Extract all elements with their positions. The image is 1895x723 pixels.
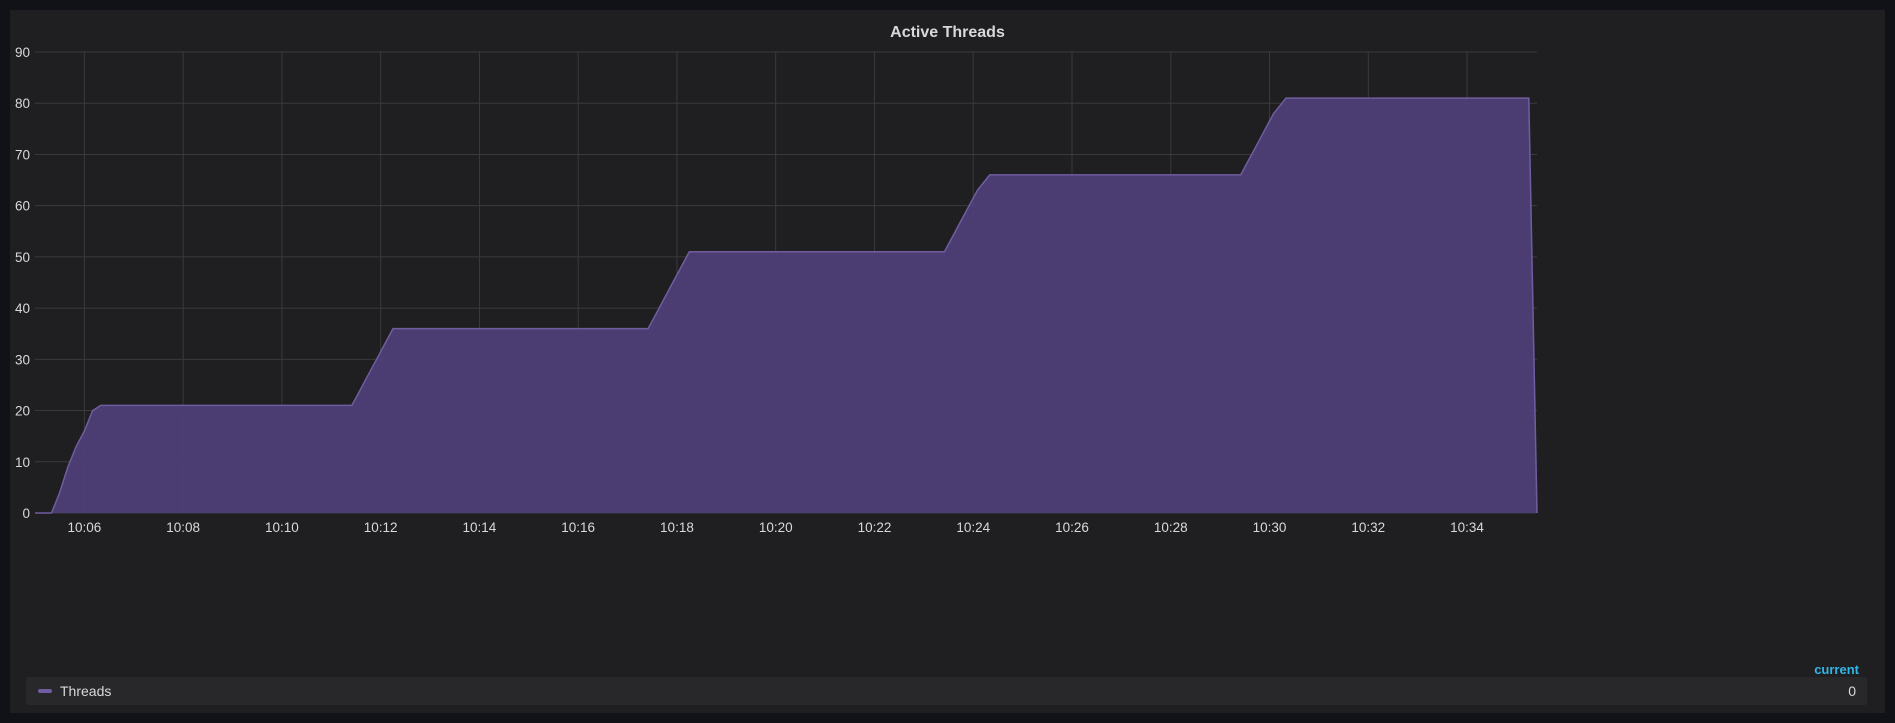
y-tick-label: 10 (15, 455, 30, 470)
x-tick-label: 10:28 (1154, 520, 1188, 535)
x-tick-label: 10:18 (660, 520, 694, 535)
x-tick-label: 10:20 (759, 520, 793, 535)
series-line-threads (35, 97, 1538, 514)
series-area-threads (35, 98, 1537, 513)
y-tick-label: 40 (15, 301, 30, 316)
y-tick-label: 20 (15, 404, 30, 419)
x-tick-label: 10:16 (561, 520, 595, 535)
x-tick-label: 10:06 (67, 520, 101, 535)
x-tick-label: 10:12 (364, 520, 398, 535)
x-tick-label: 10:14 (463, 520, 497, 535)
graph-panel: Active Threads 0 10 20 30 40 50 60 70 80 90 10:06… (10, 10, 1885, 713)
legend-color-swatch[interactable] (38, 689, 52, 693)
x-tick-label: 10:22 (858, 520, 892, 535)
legend-series-name[interactable]: Threads (60, 683, 112, 699)
legend-header-current[interactable]: current (1814, 662, 1859, 677)
x-tick-label: 10:10 (265, 520, 299, 535)
legend-item-threads[interactable]: Threads 0 (26, 677, 1867, 705)
y-tick-label: 30 (15, 352, 30, 367)
y-tick-label: 50 (15, 250, 30, 265)
x-tick-label: 10:26 (1055, 520, 1089, 535)
y-tick-label: 0 (22, 506, 30, 521)
y-tick-label: 90 (15, 45, 30, 60)
x-tick-label: 10:08 (166, 520, 200, 535)
x-tick-label: 10:32 (1351, 520, 1385, 535)
series-layer (35, 97, 1538, 514)
y-tick-label: 80 (15, 96, 30, 111)
y-tick-label: 70 (15, 147, 30, 162)
legend-current-value: 0 (1848, 683, 1856, 699)
y-tick-label: 60 (15, 199, 30, 214)
chart-area: 0 10 20 30 40 50 60 70 80 90 10:06 10:08 10:10 10:12… (15, 45, 1538, 535)
panel-title[interactable]: Active Threads (890, 24, 1005, 41)
y-axis-labels: 0 10 20 30 40 50 60 70 80 90 (15, 45, 30, 521)
x-tick-label: 10:24 (956, 520, 990, 535)
x-tick-label: 10:34 (1450, 520, 1484, 535)
x-tick-label: 10:30 (1253, 520, 1287, 535)
x-axis-labels: 10:06 10:08 10:10 10:12 10:14 10:16 10:18 10:20… (67, 520, 1484, 535)
